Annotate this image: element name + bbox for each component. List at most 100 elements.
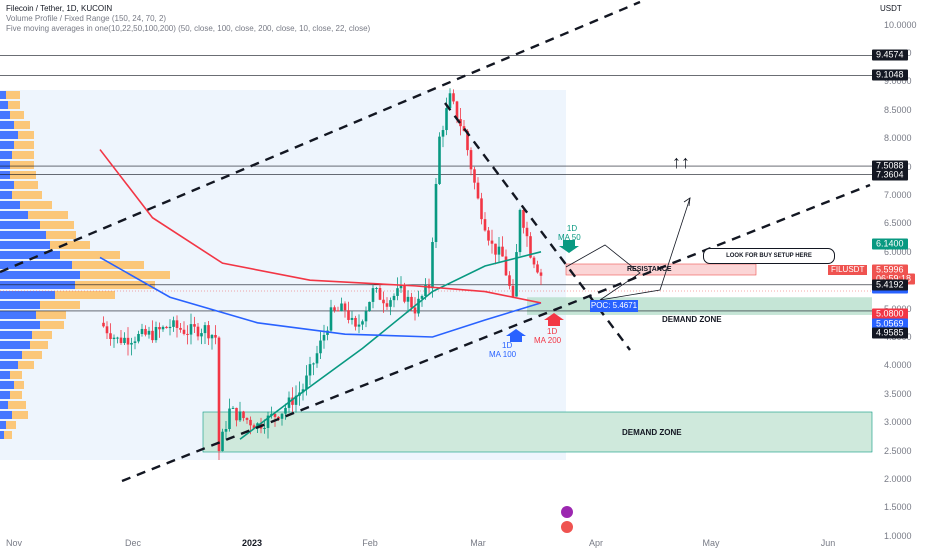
candle-body-11 (137, 333, 140, 342)
candle-body-3 (109, 333, 112, 340)
candle-body-22 (175, 320, 179, 328)
volume-profile-bar-up-12 (0, 211, 28, 219)
candle-body-26 (189, 324, 193, 335)
volume-profile-bar-down-23 (40, 321, 64, 329)
volume-profile-bar-down-22 (36, 311, 66, 319)
y-tick-label: 6.0000 (884, 246, 912, 257)
moving-averages-indicator[interactable]: Five moving averages in one(10,22,50,100… (6, 24, 371, 33)
volume-profile-bar-up-34 (0, 431, 4, 439)
buy-setup-callout: LOOK FOR BUY SETUP HERE (703, 248, 835, 264)
volume-profile-bar-down-15 (50, 241, 90, 249)
candle-body-80 (378, 288, 382, 300)
price-tag: 9.1048 (872, 69, 908, 81)
candle-body-87 (403, 285, 406, 302)
volume-profile-bar-up-8 (0, 171, 10, 179)
y-tick-label: 8.0000 (884, 133, 912, 144)
candle-body-28 (196, 326, 200, 337)
volume-profile-bar-down-21 (40, 301, 80, 309)
y-tick-label: 10.5000 (884, 0, 917, 1)
candle-body-39 (235, 407, 238, 421)
candle-body-123 (529, 236, 532, 258)
volume-profile-bar-up-24 (0, 331, 32, 339)
candle-body-61 (312, 363, 315, 365)
volume-profile-bar-down-31 (8, 401, 26, 409)
resistance-label: RESISTANCE (627, 266, 672, 273)
candle-body-21 (172, 320, 175, 327)
volume-profile-bar-up-27 (0, 361, 18, 369)
candle-body-108 (476, 182, 480, 199)
candle-body-42 (245, 418, 249, 420)
candle-body-6 (119, 337, 123, 344)
candle-body-82 (385, 303, 389, 307)
volume-profile-bar-down-25 (30, 341, 48, 349)
y-tick-label: 3.5000 (884, 388, 912, 399)
candle-body-98 (441, 130, 445, 137)
volume-profile-bar-up-7 (0, 161, 10, 169)
candle-body-71 (347, 310, 350, 320)
event-icon-lightning (561, 506, 573, 518)
ma50-down-arrow-icon (559, 240, 579, 253)
candle-body-13 (144, 328, 147, 335)
candle-body-20 (168, 326, 172, 329)
volume-profile-bar-up-29 (0, 381, 14, 389)
volume-profile-bar-down-2 (10, 111, 24, 119)
volume-profile-bar-up-25 (0, 341, 30, 349)
volume-profile-bar-down-28 (10, 371, 22, 379)
volume-profile-bar-down-26 (22, 351, 42, 359)
candle-body-47 (263, 427, 266, 429)
candle-body-10 (133, 341, 137, 343)
volume-profile-bar-down-30 (10, 391, 22, 399)
price-tag: 5.4192 (872, 279, 908, 291)
price-tag: 06:59:18 (872, 273, 916, 285)
candle-body-79 (375, 288, 378, 290)
candle-body-23 (179, 327, 182, 330)
volume-profile-bar-up-14 (0, 231, 46, 239)
volume-profile-bar-down-16 (60, 251, 120, 259)
demand-zone-label-upper: DEMAND ZONE (662, 315, 722, 324)
ma50-label: 1D (564, 224, 580, 233)
candle-body-8 (126, 337, 130, 345)
candle-body-66 (329, 307, 333, 331)
candle-body-85 (396, 288, 399, 296)
candle-body-14 (147, 330, 151, 335)
volume-profile-bar-down-20 (55, 291, 115, 299)
candle-body-59 (305, 375, 308, 390)
volume-profile-bar-down-29 (14, 381, 24, 389)
candle-body-19 (165, 326, 168, 329)
candle-body-114 (497, 246, 501, 255)
volume-profile-bar-up-10 (0, 191, 12, 199)
volume-profile-bar-down-1 (8, 101, 20, 109)
demand-zone-label-lower: DEMAND ZONE (622, 428, 682, 437)
candle-body-38 (231, 407, 235, 409)
volume-profile-indicator[interactable]: Volume Profile / Fixed Range (150, 24, 7… (6, 14, 167, 23)
demand-zone-lower (202, 411, 873, 453)
candle-body-112 (490, 240, 494, 244)
candle-body-122 (525, 227, 529, 237)
candle-body-52 (280, 413, 284, 419)
volume-profile-bar-up-9 (0, 181, 14, 189)
y-tick-label: 8.5000 (884, 104, 912, 115)
candle-body-43 (249, 419, 252, 426)
poc-label: POC: 5.4671 (590, 300, 638, 312)
candle-body-89 (410, 296, 413, 308)
candle-body-31 (207, 325, 210, 339)
candle-body-120 (518, 209, 522, 253)
candle-body-72 (350, 317, 354, 320)
volume-profile-bar-up-16 (0, 251, 60, 259)
candle-body-97 (438, 136, 441, 184)
volume-profile-bar-down-14 (46, 231, 76, 239)
projection-path (565, 197, 691, 301)
candle-body-124 (532, 257, 536, 265)
candle-body-78 (371, 288, 375, 302)
chart-title[interactable]: Filecoin / Tether, 1D, KUCOIN (6, 4, 113, 13)
volume-profile-bar-down-18 (80, 271, 170, 279)
candle-body-86 (399, 285, 403, 289)
y-tick-label: 6.5000 (884, 218, 912, 229)
candle-body-65 (326, 330, 329, 335)
resistance-zone (565, 263, 757, 276)
x-tick-label: Dec (124, 538, 142, 548)
event-icon-flag (561, 521, 573, 533)
ma100-timeframe: 1D (502, 341, 513, 350)
volume-profile-bar-up-2 (0, 111, 10, 119)
